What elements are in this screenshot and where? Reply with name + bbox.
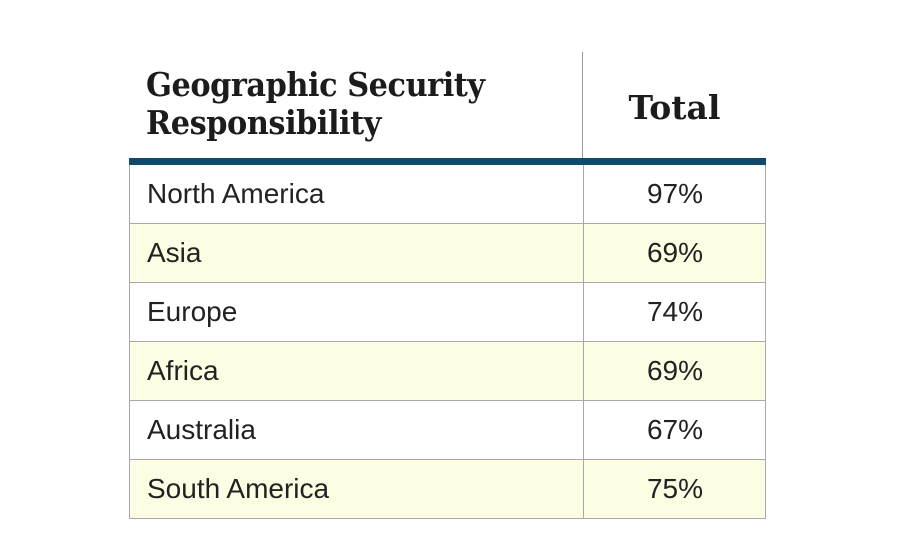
- column-divider: [583, 460, 584, 518]
- table-row: Australia 67%: [129, 401, 766, 460]
- column-divider: [583, 401, 584, 459]
- total-cell: 74%: [646, 296, 704, 327]
- region-cell: Europe: [147, 296, 238, 327]
- header-accent-bar: [129, 158, 766, 165]
- region-cell: North America: [147, 178, 325, 209]
- total-cell: 97%: [646, 178, 704, 209]
- region-cell: Asia: [147, 237, 202, 268]
- region-cell: Australia: [147, 414, 256, 445]
- region-cell: Africa: [147, 355, 219, 386]
- total-cell: 67%: [646, 414, 704, 445]
- table-row: Asia 69%: [129, 224, 766, 283]
- header-column-divider: [582, 52, 583, 158]
- header-geographic-security-responsibility: Geographic Security Responsibility: [146, 65, 485, 142]
- column-divider: [583, 342, 584, 400]
- total-cell: 75%: [646, 473, 704, 504]
- header-total: Total: [628, 88, 721, 127]
- geographic-security-table: Geographic Security Responsibility Total…: [129, 52, 766, 519]
- table-row: Europe 74%: [129, 283, 766, 342]
- column-divider: [583, 165, 584, 223]
- table-row: North America 97%: [129, 165, 766, 224]
- region-cell: South America: [147, 473, 330, 504]
- total-cell: 69%: [646, 355, 704, 386]
- total-cell: 69%: [646, 237, 704, 268]
- column-divider: [583, 224, 584, 282]
- table-row: Africa 69%: [129, 342, 766, 401]
- table-row: South America 75%: [129, 460, 766, 519]
- column-divider: [583, 283, 584, 341]
- table-header: Geographic Security Responsibility Total: [129, 52, 766, 158]
